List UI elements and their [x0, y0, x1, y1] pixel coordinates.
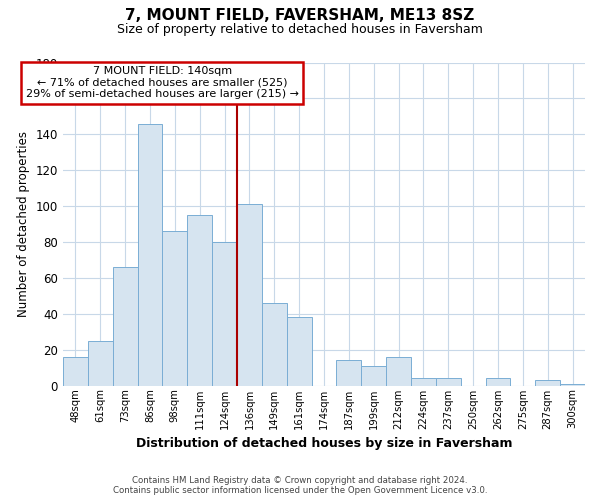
- Bar: [361, 366, 386, 386]
- Bar: [137, 124, 163, 386]
- Bar: [212, 242, 237, 386]
- Bar: [560, 384, 585, 386]
- Bar: [88, 340, 113, 386]
- Bar: [337, 360, 361, 386]
- Text: 7, MOUNT FIELD, FAVERSHAM, ME13 8SZ: 7, MOUNT FIELD, FAVERSHAM, ME13 8SZ: [125, 8, 475, 22]
- Bar: [113, 267, 137, 386]
- Bar: [262, 303, 287, 386]
- Text: Size of property relative to detached houses in Faversham: Size of property relative to detached ho…: [117, 22, 483, 36]
- Bar: [386, 357, 411, 386]
- Bar: [237, 204, 262, 386]
- Bar: [411, 378, 436, 386]
- Bar: [287, 318, 311, 386]
- Bar: [535, 380, 560, 386]
- Text: 7 MOUNT FIELD: 140sqm
← 71% of detached houses are smaller (525)
29% of semi-det: 7 MOUNT FIELD: 140sqm ← 71% of detached …: [26, 66, 299, 100]
- Bar: [163, 231, 187, 386]
- Bar: [187, 215, 212, 386]
- Bar: [485, 378, 511, 386]
- Text: Contains HM Land Registry data © Crown copyright and database right 2024.
Contai: Contains HM Land Registry data © Crown c…: [113, 476, 487, 495]
- X-axis label: Distribution of detached houses by size in Faversham: Distribution of detached houses by size …: [136, 437, 512, 450]
- Bar: [63, 357, 88, 386]
- Y-axis label: Number of detached properties: Number of detached properties: [17, 131, 30, 317]
- Bar: [436, 378, 461, 386]
